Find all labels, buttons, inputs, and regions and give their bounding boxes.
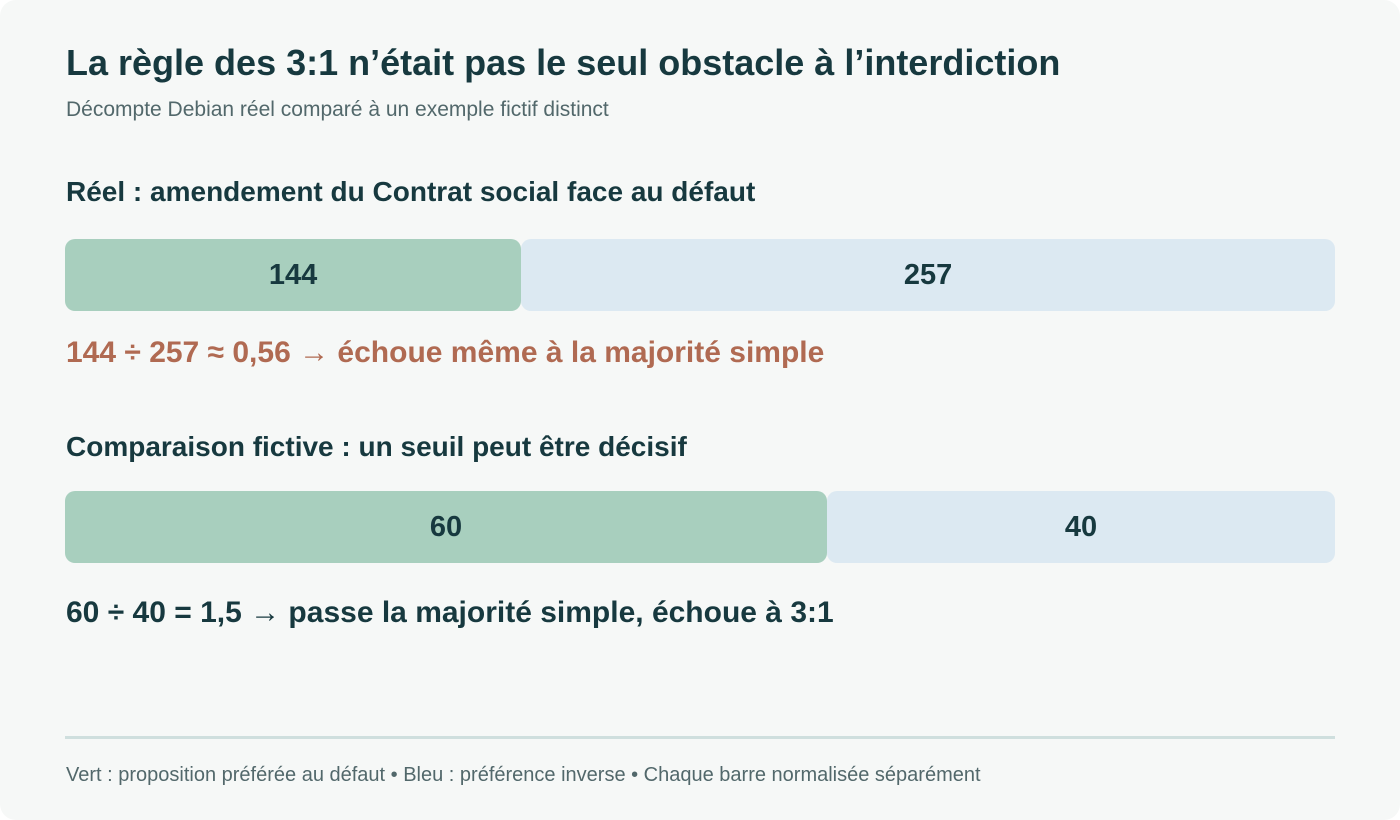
bar-value-label-preferred-fictive: 60: [429, 510, 463, 543]
section-heading-fictive: Comparaison fictive : un seuil peut être…: [66, 431, 687, 462]
note-fictive: 60 ÷ 40 = 1,5 → passe la majorité simple…: [66, 596, 834, 629]
bar-value-label-inverse-fictive: 40: [1064, 510, 1098, 543]
chart-title: La règle des 3:1 n’était pas le seul obs…: [66, 42, 1061, 83]
section-heading-real: Réel : amendement du Contrat social face…: [66, 176, 756, 207]
bar-value-label-preferred-real: 144: [268, 258, 318, 291]
chart-subtitle: Décompte Debian réel comparé à un exempl…: [66, 98, 609, 121]
bar-segment-inverse-fictive: 40: [827, 491, 1335, 563]
stacked-bar-fictive: 60 40: [65, 491, 1335, 563]
note-real: 144 ÷ 257 ≈ 0,56 → échoue même à la majo…: [66, 336, 825, 369]
chart-footer-legend: Vert : proposition préférée au défaut • …: [66, 764, 981, 786]
stacked-bar-real: 144 257: [65, 239, 1335, 311]
bar-segment-preferred-real: 144: [65, 239, 522, 311]
bar-segment-preferred-fictive: 60: [65, 491, 827, 563]
bar-segment-inverse-real: 257: [521, 239, 1335, 311]
footer-divider: [65, 736, 1335, 739]
bar-value-label-inverse-real: 257: [903, 258, 953, 291]
